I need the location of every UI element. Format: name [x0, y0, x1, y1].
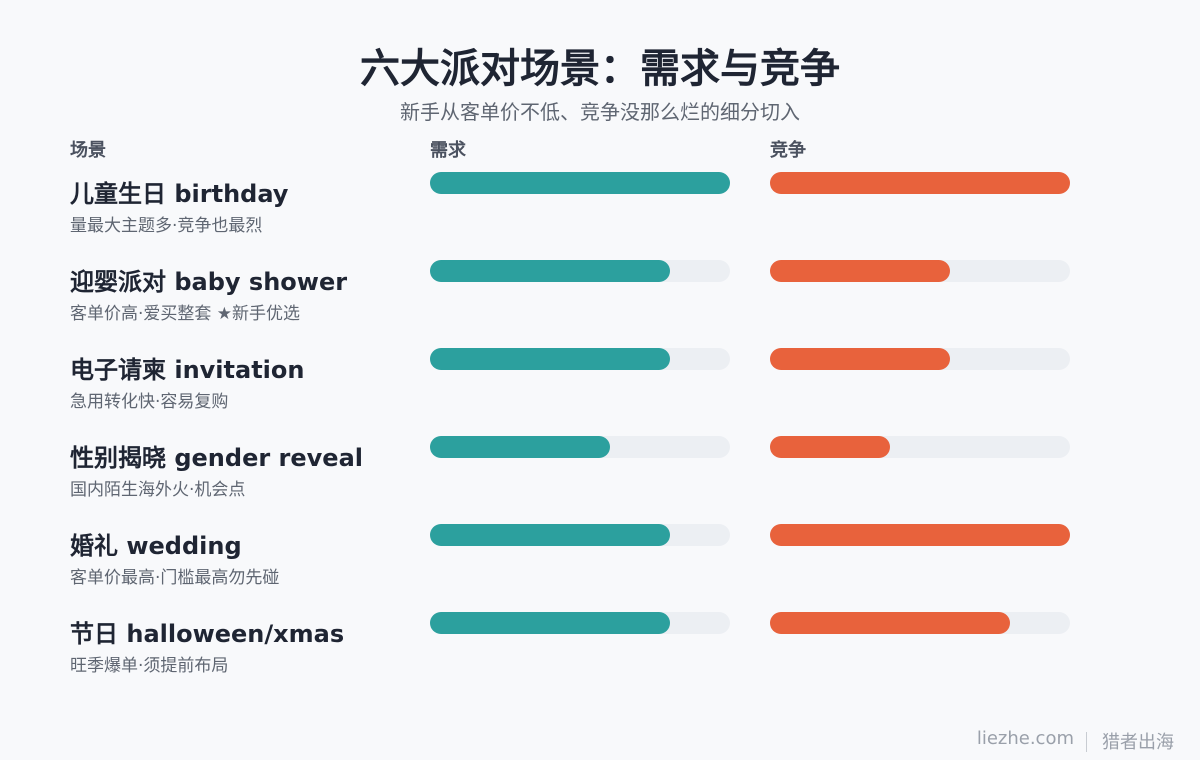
scenario-name: 节日 halloween/xmas — [70, 620, 345, 648]
bar — [770, 612, 1010, 634]
bar — [770, 260, 950, 282]
bar-track — [430, 260, 730, 282]
bar-track — [430, 436, 730, 458]
scenario-note: 量最大主题多·竞争也最烈 — [70, 216, 263, 236]
bar — [770, 172, 1070, 194]
scenario-name: 婚礼 wedding — [70, 532, 242, 560]
bar — [430, 436, 610, 458]
bar — [770, 524, 1070, 546]
bar — [430, 260, 670, 282]
series-header: 竞争 — [770, 140, 806, 161]
bar — [430, 524, 670, 546]
scenario-note: 客单价高·爱买整套 ★新手优选 — [70, 304, 301, 324]
subtitle: 新手从客单价不低、竞争没那么烂的细分切入 — [400, 100, 800, 124]
title: 六大派对场景：需求与竞争 — [360, 46, 840, 92]
bar — [430, 172, 730, 194]
bar-track — [770, 612, 1070, 634]
bar-track — [770, 172, 1070, 194]
scenario-name: 儿童生日 birthday — [70, 180, 289, 208]
bar — [770, 436, 890, 458]
scenario-name: 迎婴派对 baby shower — [70, 268, 348, 296]
bar — [430, 612, 670, 634]
footer-brand: 猎者出海 — [1102, 732, 1174, 753]
bar — [770, 348, 950, 370]
bar — [430, 348, 670, 370]
bar-track — [430, 524, 730, 546]
footer-divider — [1086, 732, 1087, 752]
bar-track — [770, 260, 1070, 282]
bar-track — [770, 524, 1070, 546]
scenario-name: 性别揭晓 gender reveal — [70, 444, 364, 472]
series-header: 需求 — [430, 140, 466, 161]
bar-track — [770, 348, 1070, 370]
scenario-note: 急用转化快·容易复购 — [70, 392, 229, 412]
bar-track — [430, 348, 730, 370]
scenario-note: 客单价最高·门槛最高勿先碰 — [70, 568, 280, 588]
scenario-note: 旺季爆单·须提前布局 — [70, 656, 229, 676]
bar-track — [430, 612, 730, 634]
bar-track — [770, 436, 1070, 458]
scenario-note: 国内陌生海外火·机会点 — [70, 480, 246, 500]
scenario-name: 电子请柬 invitation — [70, 356, 305, 384]
bar-track — [430, 172, 730, 194]
category-header: 场景 — [70, 140, 106, 161]
footer-site: liezhe.com — [976, 728, 1074, 749]
